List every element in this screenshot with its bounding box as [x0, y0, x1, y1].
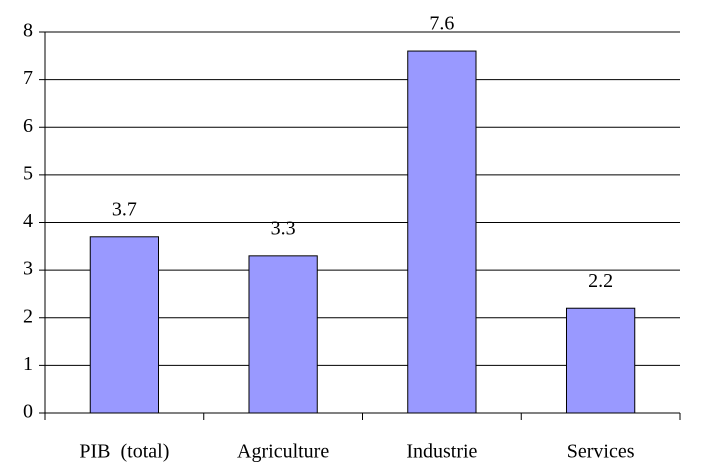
y-tick-label: 8 [23, 20, 33, 42]
y-tick-label: 3 [23, 258, 33, 280]
x-tick-label: Industrie [406, 441, 477, 463]
y-tick-label: 0 [23, 401, 33, 423]
bar [407, 50, 477, 414]
x-tick-label: Services [567, 441, 635, 463]
data-label: 2.2 [588, 270, 613, 292]
data-label: 7.6 [429, 13, 454, 35]
bar [248, 255, 318, 414]
y-tick-label: 7 [23, 67, 33, 89]
y-tick-label: 1 [23, 353, 33, 375]
x-tick-label: PIB (total) [79, 441, 169, 463]
y-tick-label: 2 [23, 305, 33, 327]
x-tick-label: Agriculture [237, 441, 329, 463]
data-label: 3.3 [271, 217, 296, 239]
y-tick-label: 4 [23, 210, 33, 232]
bar [565, 307, 636, 414]
y-tick-label: 5 [23, 162, 33, 184]
data-label: 3.7 [112, 198, 137, 220]
y-tick-label: 6 [23, 115, 33, 137]
bar [89, 236, 160, 414]
